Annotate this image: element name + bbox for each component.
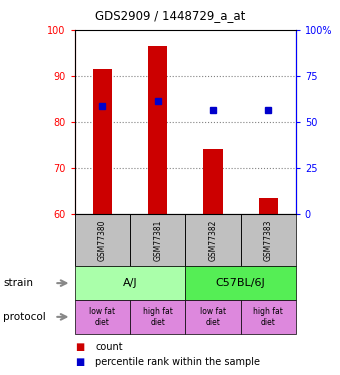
Text: high fat
diet: high fat diet bbox=[143, 307, 173, 327]
Bar bbox=[93, 69, 112, 214]
Text: ■: ■ bbox=[75, 342, 84, 352]
Text: GSM77383: GSM77383 bbox=[264, 219, 273, 261]
Bar bbox=[258, 198, 278, 214]
Bar bbox=[203, 149, 223, 214]
Text: low fat
diet: low fat diet bbox=[200, 307, 226, 327]
Text: GSM77382: GSM77382 bbox=[208, 219, 217, 261]
Bar bbox=[130, 300, 185, 334]
Text: ■: ■ bbox=[75, 357, 84, 367]
Text: percentile rank within the sample: percentile rank within the sample bbox=[95, 357, 260, 367]
Bar bbox=[185, 300, 241, 334]
Bar bbox=[241, 214, 296, 266]
Bar bbox=[75, 300, 130, 334]
Bar bbox=[185, 266, 296, 300]
Text: high fat
diet: high fat diet bbox=[253, 307, 283, 327]
Bar bbox=[75, 266, 185, 300]
Bar bbox=[241, 300, 296, 334]
Text: count: count bbox=[95, 342, 123, 352]
Text: strain: strain bbox=[3, 278, 33, 288]
Bar bbox=[185, 214, 241, 266]
Bar bbox=[130, 214, 185, 266]
Bar bbox=[148, 46, 167, 214]
Text: GSM77381: GSM77381 bbox=[153, 219, 162, 261]
Text: protocol: protocol bbox=[3, 312, 46, 322]
Text: low fat
diet: low fat diet bbox=[89, 307, 116, 327]
Text: GDS2909 / 1448729_a_at: GDS2909 / 1448729_a_at bbox=[95, 9, 245, 22]
Text: A/J: A/J bbox=[123, 278, 137, 288]
Text: C57BL/6J: C57BL/6J bbox=[216, 278, 266, 288]
Bar bbox=[75, 214, 130, 266]
Text: GSM77380: GSM77380 bbox=[98, 219, 107, 261]
